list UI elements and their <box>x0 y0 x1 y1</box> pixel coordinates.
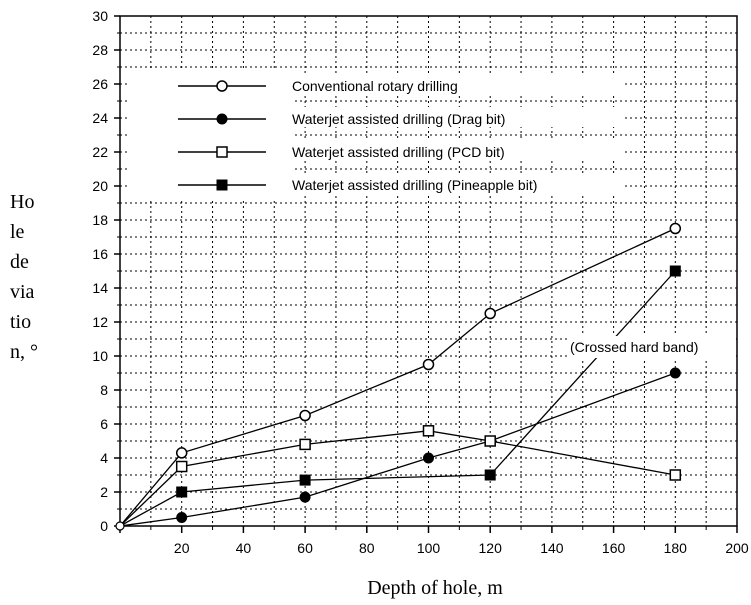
series-4-point <box>669 265 681 277</box>
x-tick-label: 140 <box>540 540 564 556</box>
x-tick-label: 60 <box>297 540 313 556</box>
series-1-point <box>669 222 682 235</box>
legend-label-2: Waterjet assisted drilling (Drag bit) <box>292 111 505 127</box>
y-tick-label: 26 <box>92 76 108 92</box>
y-tick-label: 12 <box>92 314 108 330</box>
series-2-point <box>176 512 188 523</box>
y-axis-label-line: de <box>10 251 29 273</box>
legend-marker-4 <box>216 179 228 191</box>
y-tick-label: 10 <box>92 348 108 364</box>
series-2-point <box>423 452 434 464</box>
y-axis-label-line: tio <box>10 311 31 333</box>
series-1-point <box>299 409 311 422</box>
legend-marker-3 <box>216 146 228 158</box>
legend-label-background <box>292 173 622 193</box>
legend-label-1: Conventional rotary drilling <box>292 78 458 94</box>
y-tick-label: 4 <box>100 450 108 466</box>
series-1-point <box>422 358 435 371</box>
series-line-3 <box>119 430 676 527</box>
legend-label-background <box>292 74 622 94</box>
series-3-point <box>669 469 682 481</box>
y-tick-label: 16 <box>92 246 108 262</box>
series-3-point <box>484 435 496 447</box>
y-tick-label: 30 <box>92 8 108 24</box>
x-axis-label: Depth of hole, m <box>367 577 503 599</box>
x-tick-label: 100 <box>417 540 441 556</box>
annotation-background <box>568 336 736 358</box>
x-tick-label: 120 <box>479 540 503 556</box>
x-tick-label: 80 <box>359 540 375 556</box>
legend-label-3: Waterjet assisted drilling (PCD bit) <box>292 144 505 160</box>
y-tick-label: 20 <box>92 178 108 194</box>
series-line-1 <box>119 227 676 527</box>
y-tick-label: 6 <box>100 416 108 432</box>
legend-label-background <box>292 140 622 160</box>
series-1-point <box>484 307 496 320</box>
x-tick-label: 200 <box>725 540 749 556</box>
series-3-point <box>299 438 311 451</box>
legend-label-background <box>292 107 622 127</box>
y-tick-label: 14 <box>92 280 108 296</box>
series-line-2 <box>119 372 676 527</box>
series-4-point <box>484 469 496 481</box>
y-tick-label: 0 <box>100 518 108 534</box>
legend-label-4: Waterjet assisted drilling (Pineapple bi… <box>292 177 537 193</box>
series-4-point <box>299 474 311 486</box>
series-4-point <box>176 486 188 498</box>
series-3-point <box>175 460 188 473</box>
origin-point <box>115 521 125 531</box>
x-tick-label: 40 <box>236 540 252 556</box>
y-axis-label-line: n, ° <box>10 341 38 363</box>
y-tick-label: 18 <box>92 212 108 228</box>
y-tick-label: 28 <box>92 42 108 58</box>
legend-background <box>128 68 294 200</box>
y-axis-label-line: Ho <box>10 191 34 213</box>
y-tick-label: 8 <box>100 382 108 398</box>
x-tick-label: 20 <box>174 540 190 556</box>
series-2-point <box>299 491 311 503</box>
y-tick-label: 24 <box>92 110 108 126</box>
series-3-point <box>422 425 435 437</box>
x-tick-label: 160 <box>602 540 626 556</box>
legend-marker-2 <box>216 113 228 125</box>
series-2-point <box>669 367 681 379</box>
y-axis-label-line: le <box>10 221 25 243</box>
series-1-point <box>175 447 188 459</box>
y-axis-label-line: via <box>10 281 35 303</box>
y-tick-label: 22 <box>92 144 108 160</box>
y-tick-label: 2 <box>100 484 108 500</box>
legend-marker-1 <box>216 80 228 92</box>
annotation-crossed-hard-band: (Crossed hard band) <box>570 339 698 355</box>
x-tick-label: 180 <box>664 540 688 556</box>
